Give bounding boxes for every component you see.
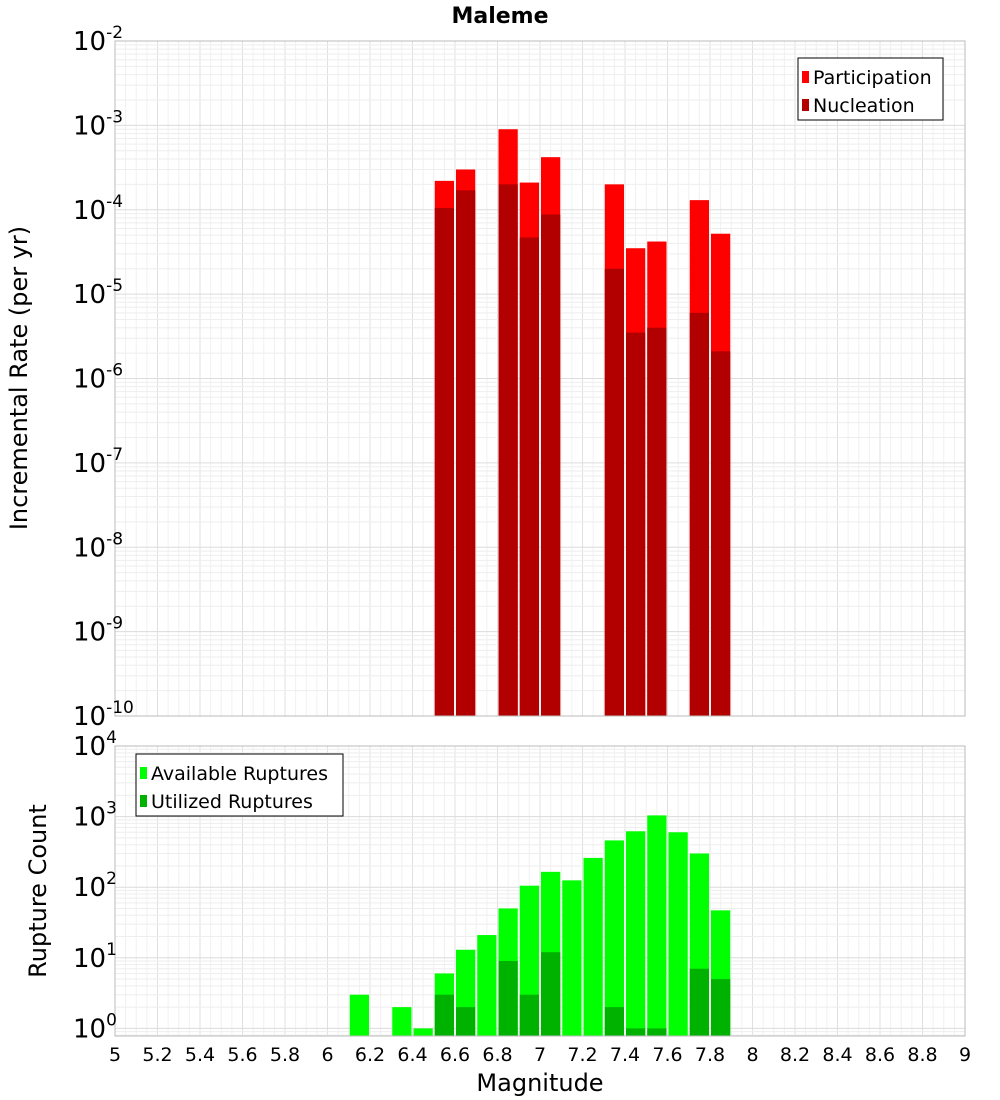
- x-tick-label: 8.6: [865, 1044, 895, 1066]
- bar-nucleation: [711, 351, 731, 716]
- x-tick-label: 8: [746, 1044, 758, 1066]
- bar-utilized-ruptures: [604, 1007, 624, 1036]
- bar-available-ruptures: [604, 840, 624, 1036]
- x-tick-label: 8.4: [822, 1044, 852, 1066]
- y-tick-label: 10-6: [73, 361, 123, 395]
- y-tick-label: 100: [73, 1010, 117, 1044]
- x-tick-label: 6: [321, 1044, 333, 1066]
- legend-swatch: [140, 767, 147, 779]
- y-tick-label: 10-10: [73, 698, 134, 732]
- bar-utilized-ruptures: [541, 952, 561, 1036]
- y-tick-label: 104: [73, 728, 117, 762]
- x-tick-label: 5.8: [270, 1044, 300, 1066]
- bar-utilized-ruptures: [711, 979, 731, 1036]
- x-tick-label: 6.4: [397, 1044, 427, 1066]
- bar-available-ruptures: [668, 832, 688, 1036]
- y-tick-label: 102: [73, 869, 117, 903]
- bar-available-ruptures: [349, 994, 369, 1036]
- y-tick-label: 10-3: [73, 107, 123, 141]
- bottom-y-axis-title: Rupture Count: [24, 804, 52, 978]
- top-gridlines: [114, 41, 966, 717]
- top-y-axis-title: Incremental Rate (per yr): [5, 226, 33, 530]
- x-tick-label: 7.6: [652, 1044, 682, 1066]
- y-tick-label: 10-8: [73, 529, 123, 563]
- y-tick-label: 103: [73, 799, 117, 833]
- legend-swatch: [802, 71, 809, 83]
- x-tick-label: 5: [109, 1044, 121, 1066]
- bar-available-ruptures: [626, 831, 646, 1036]
- x-tick-label: 7.4: [610, 1044, 640, 1066]
- bar-nucleation: [519, 237, 539, 716]
- bar-nucleation: [498, 184, 518, 717]
- y-tick-label: 101: [73, 940, 117, 974]
- bar-utilized-ruptures: [689, 968, 709, 1036]
- top-bars: [434, 129, 731, 717]
- bar-nucleation: [541, 214, 561, 717]
- bar-nucleation: [434, 207, 454, 716]
- legend-box: [797, 57, 944, 121]
- bar-available-ruptures: [413, 1028, 433, 1036]
- x-tick-label: 8.8: [907, 1044, 937, 1066]
- bar-utilized-ruptures: [434, 994, 454, 1036]
- legend-label: Participation: [813, 67, 932, 89]
- x-tick-label: 6.8: [482, 1044, 512, 1066]
- y-tick-label: 10-9: [73, 614, 123, 648]
- bar-available-ruptures: [583, 857, 603, 1036]
- x-tick-labels: 5 5.2 5.4 5.6 5.8 6 6.2 6.4 6.6 6.8 7 7.2 7.4 7.6 7.8 8…: [109, 1044, 971, 1066]
- bottom-bars: [349, 815, 731, 1036]
- x-tick-label: 7: [534, 1044, 546, 1066]
- bar-available-ruptures: [562, 880, 582, 1036]
- bar-nucleation: [689, 312, 709, 716]
- x-tick-label: 6.6: [440, 1044, 470, 1066]
- x-tick-label: 5.4: [185, 1044, 215, 1066]
- bar-utilized-ruptures: [647, 1028, 667, 1036]
- bar-utilized-ruptures: [626, 1028, 646, 1036]
- x-tick-label: 7.8: [695, 1044, 725, 1066]
- chart-title: Maleme: [451, 4, 548, 29]
- y-tick-label: 10-7: [73, 445, 123, 479]
- x-tick-label: 9: [959, 1044, 971, 1066]
- top-panel: 10-10 10-9 10-8 10-7 10-6 10-5 10-4 10-3 10-2 In…: [5, 23, 966, 732]
- top-legend: Participation Nucleation: [797, 57, 944, 121]
- top-y-tick-labels: 10-10 10-9 10-8 10-7 10-6 10-5 10-4 10-3 10-2: [73, 23, 134, 732]
- bar-utilized-ruptures: [498, 961, 518, 1036]
- bar-available-ruptures: [647, 815, 667, 1036]
- bar-nucleation: [456, 190, 476, 716]
- bar-available-ruptures: [477, 935, 497, 1036]
- legend-swatch: [802, 99, 809, 111]
- y-tick-label: 10-2: [73, 23, 123, 57]
- bar-utilized-ruptures: [519, 994, 539, 1036]
- bar-utilized-ruptures: [456, 1007, 476, 1036]
- legend-box: [135, 753, 344, 817]
- legend-swatch: [140, 795, 147, 807]
- y-tick-label: 10-5: [73, 276, 123, 310]
- bottom-plot-border: [114, 745, 966, 1037]
- bottom-y-tick-labels: 100 101 102 103 104: [73, 728, 117, 1044]
- legend-label: Nucleation: [813, 95, 915, 117]
- x-tick-label: 7.2: [567, 1044, 597, 1066]
- top-plot-border: [114, 40, 966, 717]
- bar-nucleation: [647, 327, 667, 716]
- x-tick-label: 6.2: [355, 1044, 385, 1066]
- legend-label: Utilized Ruptures: [151, 791, 313, 813]
- x-tick-label: 5.6: [227, 1044, 257, 1066]
- bottom-panel: 100 101 102 103 104 5 5.2 5.4 5.6 5.8 6 6.2 6.4 6.6 6…: [24, 728, 971, 1097]
- bar-nucleation: [626, 332, 646, 716]
- bar-available-ruptures: [392, 1007, 412, 1036]
- bottom-legend: Available Ruptures Utilized Ruptures: [135, 753, 344, 817]
- legend-label: Available Ruptures: [151, 763, 328, 785]
- x-tick-label: 5.2: [142, 1044, 172, 1066]
- x-tick-label: 8.2: [780, 1044, 810, 1066]
- bar-nucleation: [604, 268, 624, 716]
- y-tick-label: 10-4: [73, 192, 123, 226]
- x-axis-title: Magnitude: [476, 1069, 603, 1097]
